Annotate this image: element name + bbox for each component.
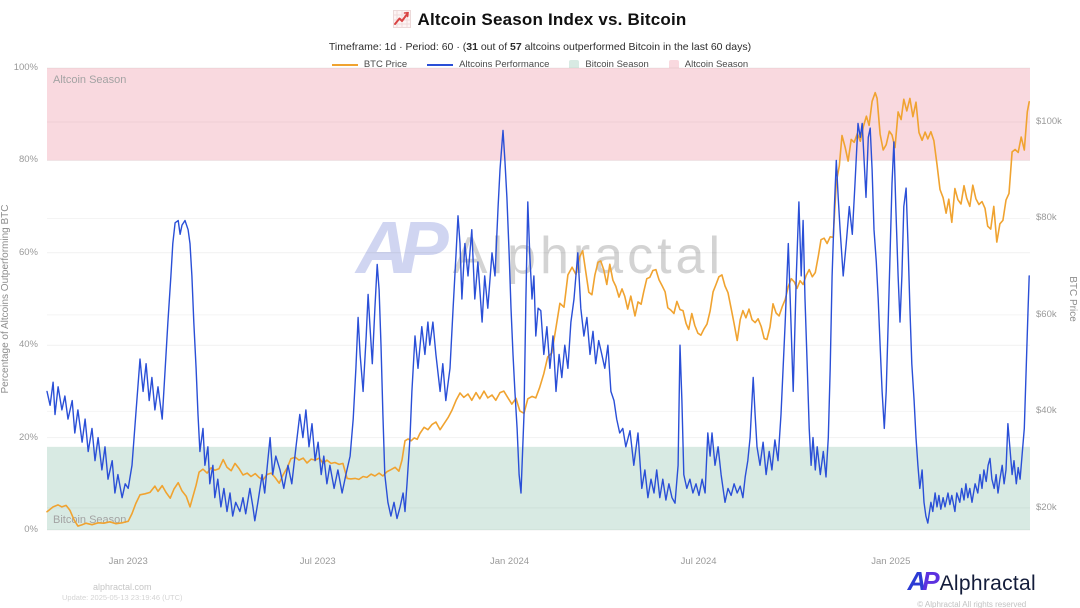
y-left-tick-label: 40% bbox=[18, 339, 38, 351]
copyright-text: © Alphractal All rights reserved bbox=[917, 600, 1027, 608]
y-right-tick-label: $100k bbox=[1036, 116, 1062, 127]
legend-line-swatch bbox=[427, 63, 454, 66]
x-tick-label: Jul 2023 bbox=[299, 556, 336, 567]
series-altcoins-performance bbox=[46, 122, 1030, 524]
footer-source: alphractal.com Update: 2025-05-13 23:19:… bbox=[62, 582, 183, 602]
y-left-tick-label: 80% bbox=[18, 154, 38, 166]
footer-site-link[interactable]: alphractal.com bbox=[92, 582, 152, 592]
x-tick-label: Jul 2024 bbox=[680, 556, 717, 567]
y-left-tick-label: 60% bbox=[18, 246, 38, 258]
band-altcoin-season bbox=[47, 68, 1030, 161]
chart-legend: BTC Price Altcoins Performance Bitcoin Sea… bbox=[0, 59, 1080, 70]
legend-item-altcoin-season[interactable]: Altcoin Season bbox=[668, 59, 749, 70]
legend-line-swatch bbox=[331, 63, 358, 66]
chart-header: Altcoin Season Index vs. Bitcoin bbox=[0, 10, 1080, 33]
legend-box-swatch bbox=[668, 59, 679, 70]
y-right-tick-label: $80k bbox=[1036, 212, 1057, 224]
x-tick-label: Jan 2024 bbox=[489, 556, 530, 567]
page-title: Altcoin Season Index vs. Bitcoin bbox=[393, 10, 686, 29]
y-left-tick-label: 0% bbox=[24, 524, 38, 535]
legend-box-swatch bbox=[569, 59, 580, 70]
band-bitcoin-season bbox=[47, 446, 1030, 530]
footer-update-timestamp: Update: 2025-05-13 23:19:46 (UTC) bbox=[62, 593, 183, 602]
legend-item-bitcoin-season[interactable]: Bitcoin Season bbox=[569, 59, 649, 70]
y-left-tick-label: 20% bbox=[18, 431, 38, 443]
x-tick-label: Jan 2025 bbox=[871, 556, 911, 567]
alphractal-logo-icon: AP bbox=[907, 566, 939, 596]
legend-item-altcoins-performance[interactable]: Altcoins Performance bbox=[427, 59, 549, 70]
legend-item-btc-price[interactable]: BTC Price bbox=[331, 59, 408, 70]
x-tick-label: Jan 2023 bbox=[108, 556, 148, 567]
y-left-tick-label: 100% bbox=[13, 62, 38, 73]
legend-label: Bitcoin Season bbox=[585, 59, 649, 70]
legend-label: Altcoins Performance bbox=[459, 59, 550, 70]
y-right-tick-label: $20k bbox=[1036, 501, 1057, 513]
series-btc-price bbox=[46, 91, 1030, 527]
legend-label: BTC Price bbox=[363, 59, 408, 70]
alphractal-logo: AP Alphractal bbox=[907, 566, 1036, 596]
left-axis-title: Percentage of Altcoins Outperforming BTC bbox=[0, 204, 11, 394]
footer-brand: AP Alphractal © Alphractal All rights res… bbox=[907, 566, 1036, 608]
chart-increasing-icon bbox=[393, 10, 412, 33]
legend-label: Altcoin Season bbox=[684, 59, 749, 70]
band-label: Altcoin Season bbox=[53, 74, 126, 86]
right-axis-title: BTC Price bbox=[1067, 276, 1078, 322]
y-right-tick-label: $40k bbox=[1036, 405, 1057, 417]
chart-subtitle: Timeframe: 1d · Period: 60 · (31 out of … bbox=[328, 41, 752, 53]
y-right-tick-label: $60k bbox=[1036, 308, 1057, 320]
